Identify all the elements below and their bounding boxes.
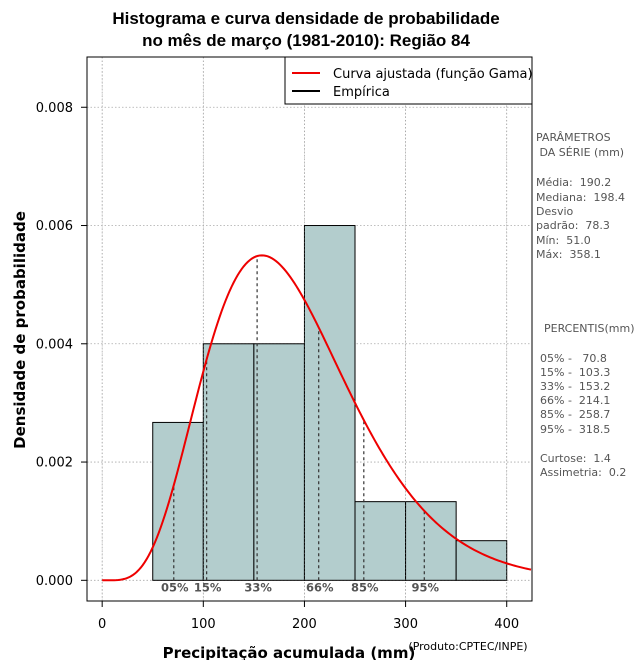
title-line-1: Histograma e curva densidade de probabil… [112,9,499,28]
legend-curve-label: Curva ajustada (função Gama) [333,67,533,82]
percentile-label: 33% [244,580,272,594]
product-credit: (Produto:CPTEC/INPE) [408,640,527,653]
x-tick-label: 0 [98,617,106,632]
x-tick-label: 400 [494,617,519,632]
percentil-05: 05% - 70.8 [540,352,607,365]
x-tick-label: 100 [191,617,216,632]
percentile-label: 66% [306,580,334,594]
assimetria-value: Assimetria: 0.2 [540,466,626,479]
param-padrao: padrão: 78.3 [536,219,610,232]
percentile-label: 95% [412,580,440,594]
histogram-bar [354,501,407,581]
histogram-bar [405,501,457,581]
x-axis-label: Precipitação acumulada (mm) [163,644,416,660]
x-tick-label: 300 [393,617,418,632]
params-header-line-2: DA SÉRIE (mm) [536,146,624,159]
percentil-33: 33% - 153.2 [540,380,610,393]
gamma-fitted-curve [102,254,532,582]
y-tick-label: 0.000 [36,574,73,589]
param-max: Máx: 358.1 [536,248,601,261]
param-mediana: Mediana: 198.4 [536,191,625,204]
param-desvio: Desvio [536,205,574,218]
y-tick-label: 0.002 [36,456,73,471]
percentil-15: 15% - 103.3 [540,366,610,379]
legend-box [284,56,533,105]
gamma-curve-layer [102,254,532,582]
params-header-line-1: PARÂMETROS [536,131,611,144]
series-parameters-panel: PARÂMETROS DA SÉRIE (mm) Média: 190.2 Me… [536,131,635,479]
y-tick-label: 0.006 [36,219,73,234]
histogram-bar [152,421,204,581]
chart-title: Histograma e curva densidade de probabil… [112,9,499,50]
percentis-header: PERCENTIS(mm) [544,322,635,335]
title-line-2: no mês de março (1981-2010): Região 84 [142,31,470,50]
axes: 0 100 200 300 400 0.000 0.002 0.004 0.006 0.008 [36,101,519,632]
percentile-label: 15% [194,580,222,594]
percentil-85: 85% - 258.7 [540,408,610,421]
histogram-bars [101,57,508,601]
histogram-bar [303,225,356,581]
percentile-label: 05% [161,580,189,594]
histogram-bar [202,343,255,581]
legend: Curva ajustada (função Gama) Empírica [284,56,533,105]
percentile-lines [173,256,425,581]
legend-empirical-label: Empírica [333,85,390,100]
percentil-66: 66% - 214.1 [540,394,610,407]
param-media: Média: 190.2 [536,176,611,189]
y-axis-label: Densidade de probabilidade [11,211,29,449]
y-tick-label: 0.004 [36,337,73,352]
histogram-bar [253,343,305,581]
percentile-labels: 05% 15% 33% 66% 85% 95% [161,580,440,594]
x-tick-label: 200 [292,617,317,632]
param-min: Mín: 51.0 [536,234,591,247]
curtose-value: Curtose: 1.4 [540,452,611,465]
y-tick-label: 0.008 [36,101,73,116]
percentile-label: 85% [351,580,379,594]
percentil-95: 95% - 318.5 [540,423,610,436]
